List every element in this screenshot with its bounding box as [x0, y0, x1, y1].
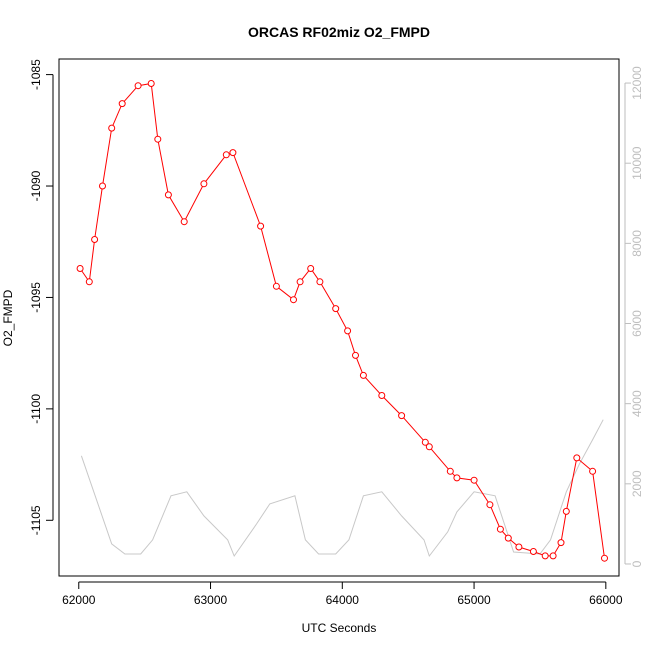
data-point [496, 525, 504, 533]
data-point [290, 296, 297, 304]
y2-tick-label: 2000 [630, 470, 644, 497]
y2-tick-label: 6000 [630, 310, 644, 337]
data-point [453, 474, 461, 482]
data-point [296, 278, 304, 286]
data-point [344, 327, 352, 335]
data-point [601, 554, 608, 562]
data-point [359, 371, 367, 379]
data-point [332, 305, 340, 313]
data-point [229, 149, 237, 157]
data-point [154, 135, 162, 143]
data-point [504, 534, 512, 542]
x-tick-label: 62000 [62, 593, 96, 607]
data-point [76, 265, 84, 272]
data-point [118, 100, 126, 108]
data-point [421, 438, 429, 446]
data-point [99, 182, 106, 190]
y-tick-label: -1090 [29, 170, 43, 201]
data-point [470, 476, 478, 484]
y2-tick-label: 10000 [630, 146, 644, 180]
chart-title: ORCAS RF02miz O2_FMPD [248, 24, 430, 40]
x-axis-label: UTC Seconds [302, 621, 377, 635]
data-point [486, 501, 494, 509]
data-point [91, 236, 99, 243]
x-tick-label: 65000 [457, 593, 491, 607]
y-tick-label: -1095 [29, 282, 43, 313]
data-point [164, 191, 172, 199]
y2-tick-label: 8000 [630, 230, 644, 257]
data-point [352, 351, 359, 359]
y2-tick-label: 12000 [630, 66, 644, 100]
data-point [134, 82, 142, 90]
data-point [147, 80, 155, 87]
data-point [180, 218, 188, 226]
data-point [257, 222, 265, 230]
x-tick-label: 64000 [326, 593, 360, 607]
data-point [272, 282, 280, 290]
data-point [222, 151, 230, 159]
axes-layer: 62000 63000 64000 65000 66000 -1105 -1100 -1095… [29, 59, 644, 607]
data-point [529, 548, 537, 555]
data-point [557, 539, 565, 547]
data-point [446, 467, 454, 475]
series-layer [76, 80, 608, 562]
data-point [85, 278, 93, 286]
data-point [589, 467, 597, 475]
data-point [307, 265, 315, 272]
y-tick-label: -1105 [29, 505, 43, 535]
y2-tick-label: 4000 [630, 390, 644, 417]
data-point [515, 543, 523, 551]
data-point [573, 454, 581, 462]
data-point [200, 180, 208, 188]
x-tick-label: 63000 [194, 593, 228, 607]
data-point [541, 552, 549, 560]
data-point [562, 507, 570, 515]
data-point [378, 392, 386, 399]
y2-tick-label: 0 [630, 560, 644, 567]
data-point [425, 443, 433, 451]
y-tick-label: -1100 [29, 394, 43, 424]
y-tick-label: -1085 [29, 59, 43, 90]
data-point [398, 412, 406, 420]
data-point [108, 124, 116, 132]
data-point [549, 552, 557, 560]
plot-frame [58, 58, 620, 577]
y-axis-label: O2_FMPD [1, 289, 15, 346]
x-tick-label: 66000 [589, 593, 623, 607]
data-point [316, 278, 324, 286]
